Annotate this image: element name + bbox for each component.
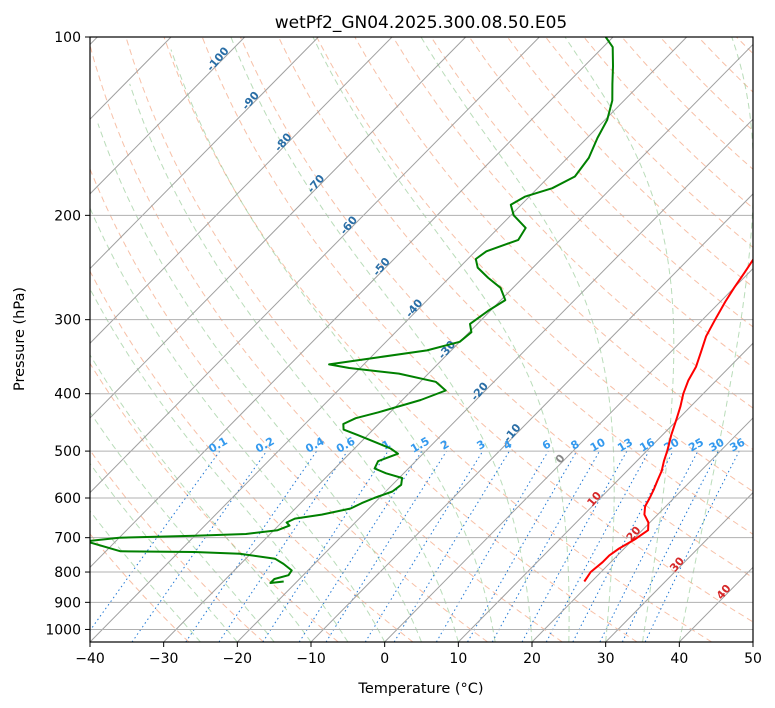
moist-adiabat-line: [170, 49, 496, 642]
mixing-ratio-line: [262, 450, 389, 642]
y-axis-title: Pressure (hPa): [12, 287, 28, 391]
dry-adiabat-line: [392, 37, 753, 409]
y-tick-label: 900: [54, 595, 81, 611]
y-tick-label: 800: [54, 565, 81, 581]
temperature-line: [583, 258, 753, 583]
isotherm-line: [90, 37, 688, 642]
x-tick-label: −10: [296, 651, 326, 667]
mixing-ratio-line: [364, 450, 484, 642]
mixing-ratio-line: [325, 450, 448, 642]
isotherm-line: [384, 267, 753, 642]
dry-adiabat-line: [239, 37, 753, 579]
y-tick-label: 1000: [45, 622, 81, 638]
background-lines: [90, 37, 753, 642]
chart-title: wetPf2_GN04.2025.300.08.50.E05: [275, 13, 567, 33]
x-tick-label: −40: [75, 651, 105, 667]
x-tick-label: 10: [449, 651, 467, 667]
moist-adiabat-line: [129, 83, 459, 642]
moist-adiabat-line: [230, 37, 533, 642]
x-tick-label: 0: [380, 651, 389, 667]
plot-frame: [89, 36, 754, 643]
dry-adiabat-line: [430, 37, 753, 368]
moist-adiabat-line: [90, 411, 275, 642]
y-tick-label: 100: [54, 30, 81, 46]
x-axis-title: Temperature (°C): [357, 681, 483, 697]
isotherm-line: [236, 118, 753, 642]
dry-adiabat-line: [354, 37, 753, 451]
isotherm-line: [90, 37, 467, 419]
isotherm-line: [90, 37, 319, 270]
isotherm-line: [90, 37, 393, 344]
moist-adiabat-line: [90, 510, 201, 642]
x-tick-label: −30: [149, 651, 179, 667]
moist-adiabat-line: [97, 123, 422, 642]
dry-adiabat-line: [468, 37, 753, 328]
moist-adiabat-line: [564, 37, 675, 642]
dry-adiabat-line: [90, 449, 264, 642]
x-tick-label: 20: [523, 651, 541, 667]
moist-adiabat-line: [678, 37, 753, 642]
mixing-ratio-line: [545, 450, 650, 642]
mixing-ratio-line: [435, 450, 549, 642]
moist-adiabat-line: [420, 37, 615, 642]
dry-adiabat-line: [506, 37, 753, 288]
isotherm-line: [90, 37, 614, 569]
isotherm-line: [457, 342, 753, 642]
moist-adiabat-line: [90, 462, 238, 642]
isotherm-line: [90, 37, 246, 195]
dewpoint-line: [90, 37, 614, 584]
y-tick-label: 400: [54, 387, 81, 403]
dry-adiabat-line: [316, 37, 753, 493]
mixing-ratio-line: [298, 450, 423, 642]
x-tick-label: −20: [223, 651, 253, 667]
y-tick-label: 200: [54, 208, 81, 224]
y-tick-label: 700: [54, 531, 81, 547]
dry-adiabat-line: [125, 37, 638, 642]
y-axis: 100 200 300 400 500 600 700 800 900 1000: [45, 30, 90, 638]
series-lines: [90, 37, 753, 584]
mixing-ratio-line: [185, 450, 318, 642]
x-tick-label: 50: [744, 651, 762, 667]
y-tick-label: 600: [54, 491, 81, 507]
dry-adiabat-line: [201, 37, 753, 623]
x-tick-label: 40: [670, 651, 688, 667]
y-tick-label: 500: [54, 444, 81, 460]
moist-adiabat-line: [312, 37, 570, 642]
y-tick-label: 300: [54, 313, 81, 329]
dry-adiabat-line: [90, 43, 563, 642]
x-tick-label: 30: [597, 651, 615, 667]
dry-adiabat-line: [163, 37, 712, 642]
mixing-ratio-line: [218, 450, 348, 642]
isotherm-line: [90, 37, 540, 494]
isotherm-line: [605, 491, 753, 642]
x-axis: −40 −30 −20 −10 0 10 20 30 40 50: [75, 642, 762, 667]
isotherm-line: [310, 193, 753, 642]
dry-adiabat-line: [90, 167, 488, 642]
